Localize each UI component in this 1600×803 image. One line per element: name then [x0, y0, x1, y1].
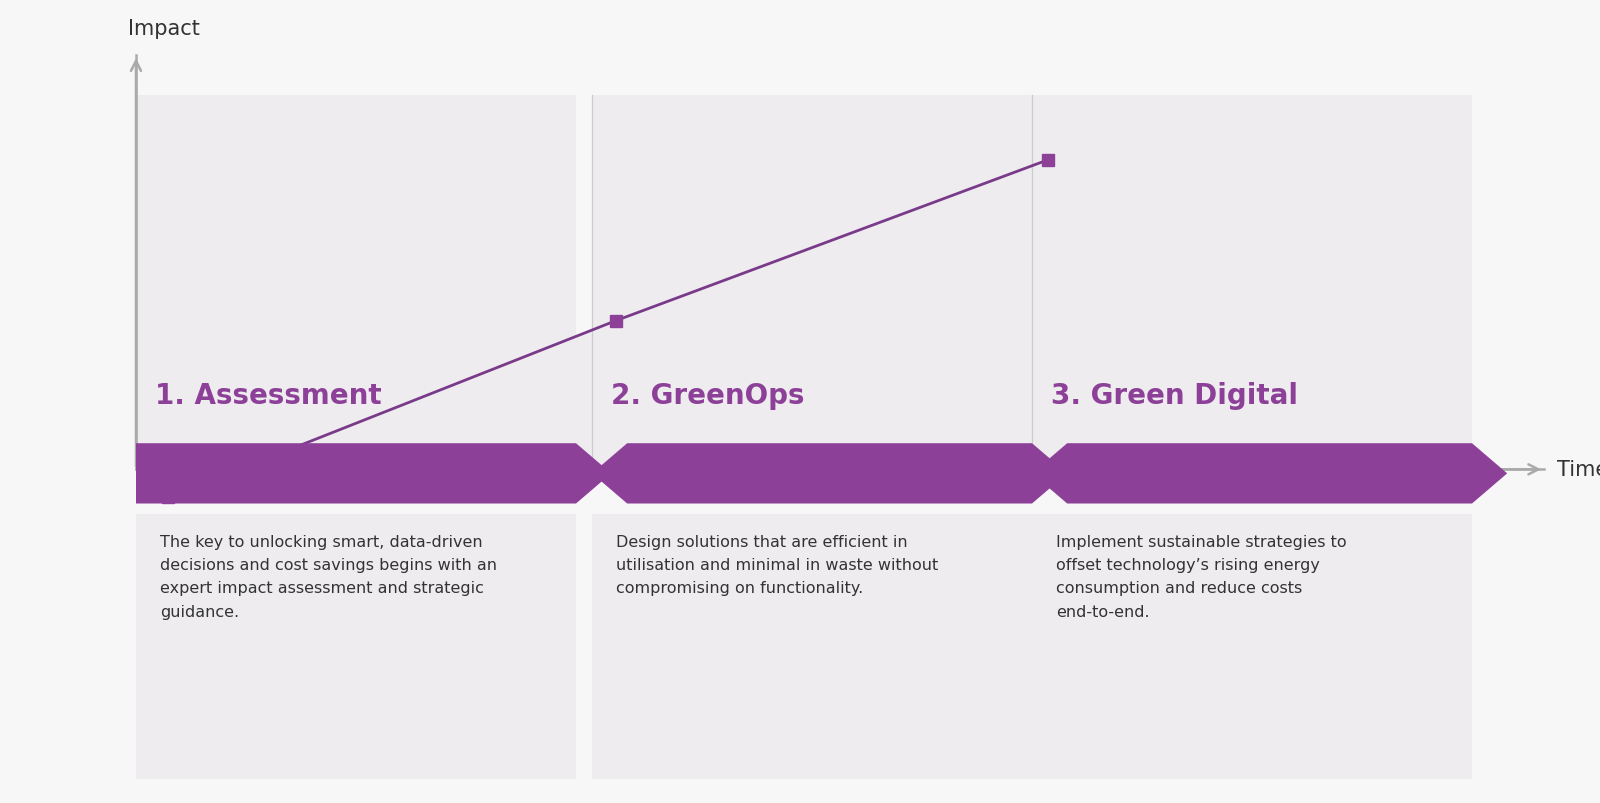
Bar [1032, 96, 1472, 470]
Text: Improve operations: Improve operations [646, 465, 845, 483]
Bar [592, 96, 1032, 470]
Polygon shape [136, 443, 611, 504]
Bar [592, 514, 1032, 779]
Text: Design solutions that are efficient in
utilisation and minimal in waste without
: Design solutions that are efficient in u… [616, 534, 938, 596]
Polygon shape [168, 161, 1048, 498]
Text: 1. Assessment: 1. Assessment [155, 381, 382, 410]
Text: Impact: Impact [128, 18, 200, 39]
Polygon shape [592, 443, 1067, 504]
Text: Set the right focus: Set the right focus [171, 465, 360, 483]
Polygon shape [1032, 443, 1507, 504]
Text: Implement sustainable strategies to
offset technology’s rising energy
consumptio: Implement sustainable strategies to offs… [1056, 534, 1347, 619]
Text: Time: Time [1557, 460, 1600, 479]
Text: The key to unlocking smart, data-driven
decisions and cost savings begins with a: The key to unlocking smart, data-driven … [160, 534, 498, 619]
Text: 2. GreenOps: 2. GreenOps [611, 381, 805, 410]
Text: Continuous E2E achievements: Continuous E2E achievements [1086, 465, 1390, 483]
Text: 3. Green Digital: 3. Green Digital [1051, 381, 1298, 410]
Bar [1032, 514, 1472, 779]
Bar [136, 96, 576, 470]
Bar [136, 514, 576, 779]
